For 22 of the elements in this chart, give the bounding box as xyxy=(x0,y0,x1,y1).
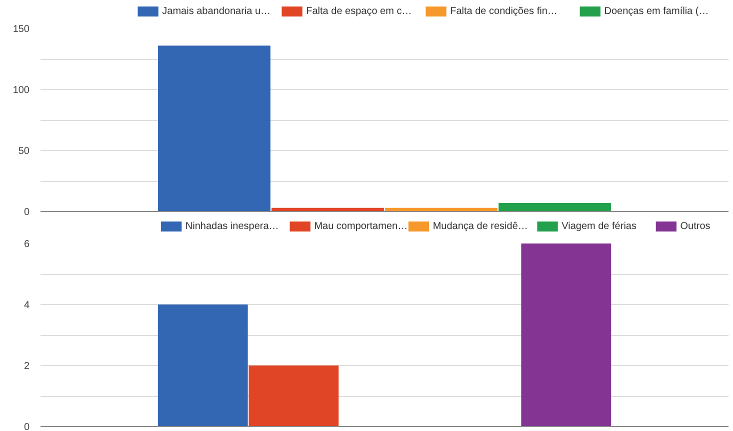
legend-label: Viagem de férias xyxy=(562,221,636,232)
legend-label: Mau comportamen… xyxy=(314,221,408,232)
legend-label: Ninhadas inespera… xyxy=(185,221,279,232)
legend-label: Outros xyxy=(680,221,710,232)
legend-label: Mudança de residê… xyxy=(432,221,528,232)
legend-label: Falta de espaço em c… xyxy=(306,6,412,17)
y-tick-label: 0 xyxy=(24,422,30,431)
y-tick-label: 4 xyxy=(24,300,30,311)
y-tick-label: 50 xyxy=(18,146,30,157)
bar xyxy=(158,46,270,212)
y-tick-label: 150 xyxy=(12,24,30,35)
y-tick-label: 2 xyxy=(24,361,30,372)
legend-label: Falta de condições fin… xyxy=(450,6,558,17)
bar xyxy=(498,202,611,212)
y-tick-label: 100 xyxy=(12,85,30,96)
y-tick-label: 6 xyxy=(24,239,30,250)
legend-label: Jamais abandonaria u… xyxy=(162,6,271,17)
legend-label: Doenças em família (… xyxy=(604,6,709,17)
bar xyxy=(521,244,612,426)
y-tick-label: 0 xyxy=(24,207,30,218)
bar xyxy=(248,366,339,426)
bar xyxy=(158,304,248,426)
